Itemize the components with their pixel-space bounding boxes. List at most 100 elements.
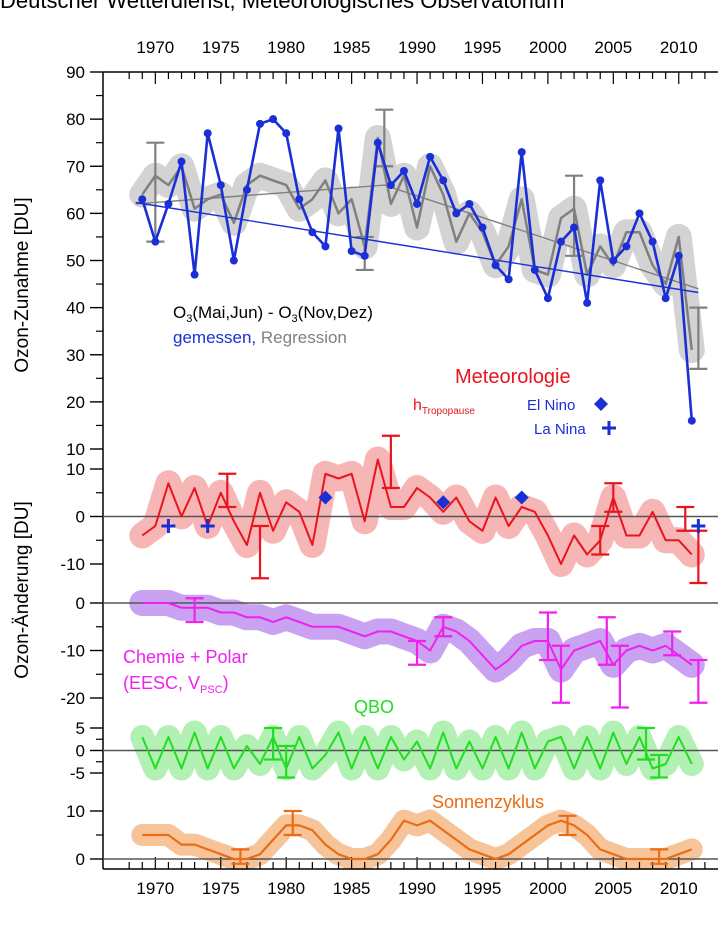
x-tick-label-top: 1985: [333, 38, 371, 57]
y-tick-label: 30: [66, 346, 85, 365]
meteorology-error-bar: [591, 524, 610, 556]
label-text-part: ): [223, 673, 229, 693]
measured-point: [203, 129, 212, 138]
x-tick-label-bottom: 1975: [202, 879, 240, 898]
qbo-error-bar: [650, 753, 669, 779]
panel-annotation-ozone-difference: O3(Mai,Jun) - O3(Nov,Dez): [173, 303, 373, 325]
x-tick-label-top: 1995: [464, 38, 502, 57]
meteorology-error-bar: [381, 434, 400, 490]
y-tick-label: 20: [66, 393, 85, 412]
chemistry-error-bar: [185, 597, 204, 624]
subscript-text: Tropopause: [422, 406, 475, 417]
measured-point: [478, 223, 487, 232]
y-tick-label: 70: [66, 157, 85, 176]
x-tick-label-bottom: 2000: [529, 879, 567, 898]
x-tick-label-top: 1970: [136, 38, 174, 57]
meteorology-error-bar: [218, 472, 237, 509]
measured-point: [321, 242, 330, 251]
meteorology-error-bar: [251, 524, 270, 580]
measured-point: [661, 294, 670, 303]
measured-point: [269, 115, 278, 124]
la-nina-legend-marker: [602, 421, 616, 435]
measured-point: [674, 251, 683, 260]
x-tick-label-bottom: 1990: [398, 879, 436, 898]
chemistry-error-bar: [597, 616, 616, 666]
chemistry-error-bar: [663, 630, 682, 657]
measured-point: [347, 247, 356, 256]
measured-point: [282, 129, 291, 138]
measured-point: [504, 275, 513, 284]
lines-layer: [135, 108, 708, 865]
y-tick-label: -10: [60, 555, 85, 574]
y-tick-label: 5: [76, 719, 85, 738]
qbo-error-bar: [264, 726, 283, 761]
x-tick-label-top: 1990: [398, 38, 436, 57]
chemistry-title: Chemie + Polar: [123, 647, 248, 667]
label-text-part: (Nov,Dez): [298, 303, 373, 322]
solar-error-bar: [558, 814, 577, 837]
label-text-part: h: [413, 397, 422, 414]
measured-point: [635, 209, 644, 218]
y-tick-label: -5: [70, 764, 85, 783]
measured-point: [517, 148, 526, 157]
measured-point: [687, 416, 696, 425]
measured-point: [556, 237, 565, 246]
measured-point: [151, 237, 160, 246]
subscript-text: PSC: [200, 684, 223, 696]
regression-error-bar: [689, 306, 708, 370]
y-tick-label: 0: [76, 508, 85, 527]
y-axis-label-top: Ozon-Zunahme [DU]: [12, 197, 33, 372]
chemistry-error-bar: [610, 644, 629, 709]
subscript-text: 3: [292, 313, 298, 325]
measured-point: [177, 157, 186, 166]
measured-trend-line: [135, 201, 699, 294]
y-tick-label: 60: [66, 204, 85, 223]
el-nino-marker: [436, 495, 451, 510]
qbo-title: QBO: [354, 697, 394, 717]
chemistry-subtitle: (EESC, VPSC): [123, 673, 229, 696]
x-tick-label-top: 2005: [594, 38, 632, 57]
chemistry-error-bar: [434, 616, 453, 638]
x-tick-label-bottom: 1995: [464, 879, 502, 898]
measured-point: [530, 265, 539, 274]
y-tick-label: 10: [66, 460, 85, 479]
label-text-part: O: [173, 303, 186, 322]
chemistry-error-bar: [689, 658, 708, 704]
y-tick-label: 0: [76, 850, 85, 869]
measured-point: [216, 181, 225, 190]
measured-point: [386, 181, 395, 190]
measured-point: [295, 195, 304, 204]
y-tick-label: 50: [66, 252, 85, 271]
x-tick-label-top: 1980: [267, 38, 305, 57]
el-nino-legend-marker: [594, 397, 608, 411]
measured-point: [164, 199, 173, 208]
measured-point: [439, 176, 448, 185]
x-tick-label-bottom: 1980: [267, 879, 305, 898]
qbo-series-line: [141, 731, 693, 770]
y-tick-label: 10: [66, 802, 85, 821]
measured-point: [426, 152, 435, 161]
y-tick-label: -10: [60, 642, 85, 661]
measured-point: [256, 119, 265, 128]
chemistry-error-bar: [408, 639, 427, 666]
la-nina-marker: [161, 519, 176, 533]
y-tick-label: 0: [76, 594, 85, 613]
x-tick-label-bottom: 2005: [594, 879, 632, 898]
y-tick-label: 10: [66, 440, 85, 459]
header-text: Deutscher Wetterdienst, Meteorologisches…: [0, 0, 565, 13]
measured-point: [308, 228, 317, 237]
measured-point: [360, 251, 369, 260]
solar-series-line: [142, 819, 693, 861]
x-tick-label-top: 1975: [202, 38, 240, 57]
la-nina-marker: [200, 519, 215, 533]
subscript-text: 3: [186, 313, 192, 325]
qbo-error-bar: [637, 726, 656, 761]
measured-point: [596, 176, 605, 185]
measured-point: [570, 223, 579, 232]
chemistry-error-bar: [551, 644, 570, 704]
solar-error-bar: [650, 848, 669, 865]
measured-point: [452, 209, 461, 218]
y-tick-label: 40: [66, 299, 85, 318]
x-tick-label-bottom: 1970: [136, 879, 174, 898]
